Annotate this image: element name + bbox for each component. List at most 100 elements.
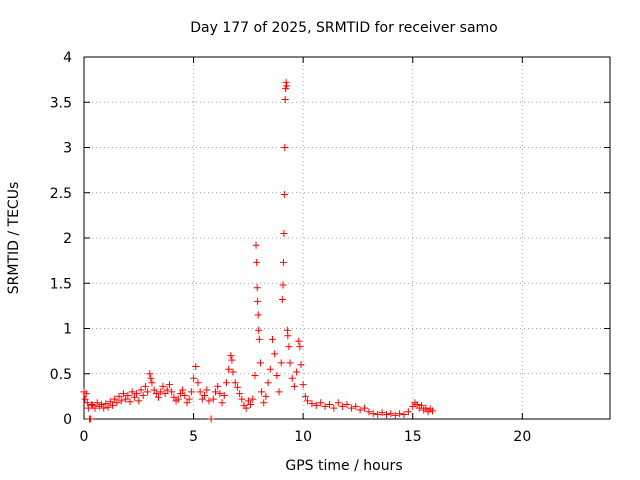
data-point (207, 415, 215, 423)
data-point (266, 365, 274, 373)
data-point (409, 402, 417, 410)
y-tick-label: 2.5 (50, 186, 72, 202)
data-point (321, 402, 329, 410)
data-point (400, 410, 408, 418)
data-point (174, 395, 182, 403)
data-point (168, 388, 176, 396)
x-tick-label: 10 (294, 429, 312, 445)
data-point (181, 391, 189, 399)
data-point (339, 402, 347, 410)
data-point (279, 258, 287, 266)
data-point (334, 399, 342, 407)
x-tick-label: 15 (404, 429, 422, 445)
data-point (244, 397, 252, 405)
data-point (286, 359, 294, 367)
data-point (179, 386, 187, 394)
data-point (205, 397, 213, 405)
data-point (281, 144, 289, 151)
data-point (227, 352, 235, 360)
data-point (304, 397, 312, 405)
y-tick-label: 1 (63, 322, 72, 338)
data-point (382, 410, 390, 418)
data-point (281, 96, 289, 104)
data-point (278, 296, 286, 304)
data-point (157, 388, 165, 396)
data-point (283, 82, 291, 90)
data-point (229, 368, 237, 376)
y-tick-label: 2 (63, 231, 72, 247)
data-point (258, 388, 266, 396)
data-point (282, 78, 290, 86)
data-point (192, 363, 200, 371)
data-point (133, 390, 141, 398)
data-point (378, 409, 386, 417)
data-point (251, 372, 259, 380)
data-point (285, 343, 293, 351)
data-point (273, 372, 281, 380)
data-point (152, 390, 160, 398)
data-point (98, 401, 106, 409)
data-point (295, 337, 303, 345)
data-point (330, 404, 338, 412)
data-point (231, 379, 239, 387)
data-point (301, 392, 309, 400)
data-point (293, 368, 301, 376)
data-point (106, 398, 114, 406)
data-point (254, 311, 262, 319)
data-point (81, 395, 89, 403)
data-point (253, 284, 261, 292)
data-point (187, 388, 195, 396)
data-point (256, 359, 264, 367)
data-point (343, 401, 351, 409)
data-point (413, 401, 421, 409)
data-point (139, 391, 147, 399)
data-point (201, 391, 209, 399)
y-tick-label: 4 (63, 50, 72, 66)
data-point (396, 410, 404, 418)
data-point (209, 395, 217, 403)
data-point (161, 390, 169, 398)
data-point (222, 379, 230, 387)
data-point (280, 191, 288, 199)
data-point (264, 379, 272, 387)
data-point (288, 374, 296, 382)
data-point (365, 408, 373, 416)
data-point (212, 388, 219, 396)
data-point (299, 381, 307, 389)
data-point (87, 415, 95, 423)
data-point (312, 401, 320, 409)
data-point (218, 399, 226, 407)
data-point (93, 399, 101, 407)
data-point (170, 393, 178, 401)
data-point (317, 399, 325, 407)
data-point (290, 382, 298, 390)
data-point (185, 395, 193, 403)
data-point (183, 399, 191, 407)
data-point (122, 395, 130, 403)
data-point (115, 392, 123, 400)
x-tick-label: 20 (513, 429, 531, 445)
data-point (255, 326, 263, 334)
data-point (280, 229, 288, 237)
data-point (275, 388, 283, 396)
data-point (225, 365, 233, 373)
data-point (82, 390, 90, 398)
data-point (100, 404, 108, 412)
y-tick-label: 3 (63, 141, 72, 157)
data-point (297, 361, 305, 369)
data-point (422, 404, 430, 412)
data-point (155, 393, 163, 401)
x-tick-label: 5 (189, 429, 198, 445)
data-point (247, 401, 255, 409)
data-point (150, 386, 158, 394)
data-point (119, 390, 127, 398)
data-point (253, 258, 261, 266)
data-point (296, 343, 304, 351)
data-point (428, 407, 436, 415)
data-points (80, 78, 436, 423)
data-point (391, 411, 399, 419)
data-point (128, 388, 136, 396)
data-point (126, 398, 134, 406)
axis-ticks: 0 5 10 15 20 0 0.5 1 1.5 2 2.5 3 3.5 4 (50, 50, 610, 445)
